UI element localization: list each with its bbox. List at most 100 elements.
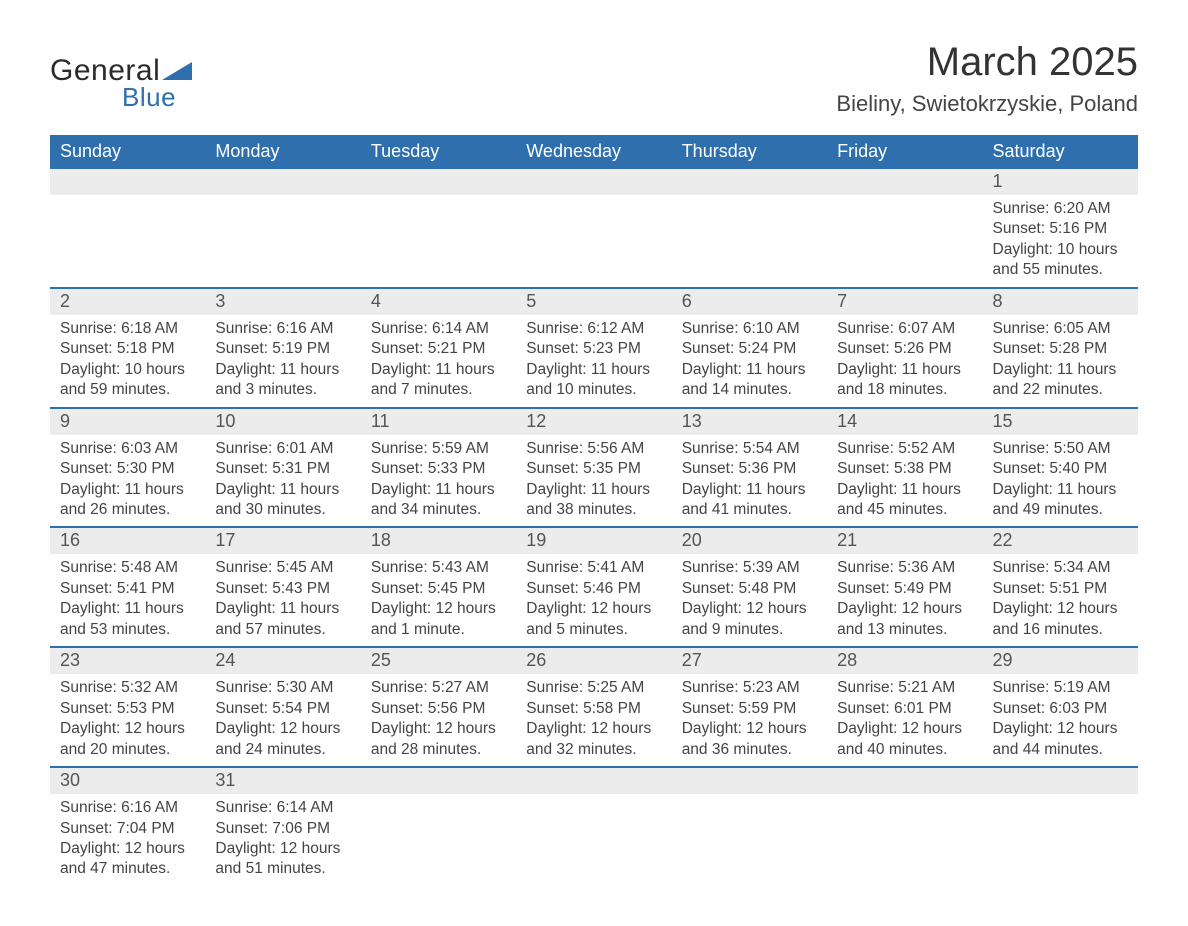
day-detail-line: Daylight: 11 hours: [215, 599, 350, 619]
location: Bieliny, Swietokrzyskie, Poland: [836, 91, 1138, 117]
day-detail-line: Sunset: 5:33 PM: [371, 459, 506, 479]
day-detail-line: and 53 minutes.: [60, 620, 195, 640]
day-detail-line: and 45 minutes.: [837, 500, 972, 520]
day-number: 16: [50, 527, 205, 554]
day-detail-line: Sunrise: 6:07 AM: [837, 319, 972, 339]
day-details: Sunrise: 5:21 AMSunset: 6:01 PMDaylight:…: [827, 674, 982, 767]
day-details: Sunrise: 5:19 AMSunset: 6:03 PMDaylight:…: [983, 674, 1138, 767]
day-detail-line: Sunset: 5:48 PM: [682, 579, 817, 599]
day-detail-line: and 59 minutes.: [60, 380, 195, 400]
empty-cell: [827, 794, 982, 886]
day-detail-line: Sunset: 5:18 PM: [60, 339, 195, 359]
day-detail-line: Sunrise: 5:19 AM: [993, 678, 1128, 698]
day-detail-line: Sunrise: 5:43 AM: [371, 558, 506, 578]
day-number: 1: [983, 169, 1138, 195]
empty-cell: [516, 195, 671, 288]
day-detail-line: Sunrise: 5:45 AM: [215, 558, 350, 578]
day-detail-line: Sunrise: 5:21 AM: [837, 678, 972, 698]
day-number: 6: [672, 288, 827, 315]
day-detail-line: Sunset: 5:51 PM: [993, 579, 1128, 599]
logo-text-blue: Blue: [122, 82, 192, 113]
empty-cell: [827, 169, 982, 195]
day-number: 9: [50, 408, 205, 435]
day-details: Sunrise: 6:14 AMSunset: 7:06 PMDaylight:…: [205, 794, 360, 886]
page-header: General Blue March 2025 Bieliny, Swietok…: [50, 40, 1138, 117]
day-detail-line: Daylight: 11 hours: [371, 480, 506, 500]
day-detail-line: and 36 minutes.: [682, 740, 817, 760]
day-header: Friday: [827, 135, 982, 169]
day-detail-line: Daylight: 11 hours: [837, 480, 972, 500]
day-detail-line: Sunrise: 5:48 AM: [60, 558, 195, 578]
empty-cell: [361, 767, 516, 794]
day-number: 28: [827, 647, 982, 674]
day-detail-line: and 55 minutes.: [993, 260, 1128, 280]
week-detail-row: Sunrise: 6:03 AMSunset: 5:30 PMDaylight:…: [50, 435, 1138, 528]
empty-cell: [205, 195, 360, 288]
week-detail-row: Sunrise: 6:18 AMSunset: 5:18 PM Daylight:…: [50, 315, 1138, 408]
day-detail-line: Sunrise: 5:50 AM: [993, 439, 1128, 459]
day-number: 15: [983, 408, 1138, 435]
week-detail-row: Sunrise: 6:16 AMSunset: 7:04 PMDaylight:…: [50, 794, 1138, 886]
day-detail-line: and 32 minutes.: [526, 740, 661, 760]
day-number: 22: [983, 527, 1138, 554]
day-detail-line: Sunset: 5:26 PM: [837, 339, 972, 359]
day-header: Thursday: [672, 135, 827, 169]
day-number: 5: [516, 288, 671, 315]
day-details: Sunrise: 6:14 AMSunset: 5:21 PMDaylight:…: [361, 315, 516, 408]
week-detail-row: Sunrise: 6:20 AMSunset: 5:16 PMDaylight:…: [50, 195, 1138, 288]
day-details: Sunrise: 6:20 AMSunset: 5:16 PMDaylight:…: [983, 195, 1138, 288]
day-detail-line: Sunrise: 5:34 AM: [993, 558, 1128, 578]
empty-cell: [50, 169, 205, 195]
day-detail-line: Daylight: 12 hours: [993, 599, 1128, 619]
day-detail-line: Sunset: 5:36 PM: [682, 459, 817, 479]
day-details: Sunrise: 6:03 AMSunset: 5:30 PMDaylight:…: [50, 435, 205, 528]
day-detail-line: Daylight: 11 hours: [371, 360, 506, 380]
empty-cell: [361, 169, 516, 195]
day-detail-line: Sunset: 5:41 PM: [60, 579, 195, 599]
day-detail-line: Sunset: 5:54 PM: [215, 699, 350, 719]
day-detail-line: and 16 minutes.: [993, 620, 1128, 640]
week-number-row: 1: [50, 169, 1138, 195]
day-number: 17: [205, 527, 360, 554]
empty-cell: [50, 195, 205, 288]
empty-cell: [672, 794, 827, 886]
day-detail-line: Sunrise: 6:18 AM: [60, 319, 195, 339]
day-detail-line: Sunrise: 5:32 AM: [60, 678, 195, 698]
day-detail-line: and 26 minutes.: [60, 500, 195, 520]
day-detail-line: Daylight: 12 hours: [215, 719, 350, 739]
day-detail-line: Sunrise: 5:30 AM: [215, 678, 350, 698]
day-detail-line: Daylight: 11 hours: [526, 480, 661, 500]
day-details: Sunrise: 6:12 AMSunset: 5:23 PMDaylight:…: [516, 315, 671, 408]
day-detail-line: Daylight: 12 hours: [526, 599, 661, 619]
day-detail-line: Daylight: 12 hours: [993, 719, 1128, 739]
day-number: 7: [827, 288, 982, 315]
day-number: 14: [827, 408, 982, 435]
day-detail-line: Sunset: 5:53 PM: [60, 699, 195, 719]
day-detail-line: Sunset: 5:21 PM: [371, 339, 506, 359]
day-detail-line: Daylight: 11 hours: [993, 360, 1128, 380]
empty-cell: [361, 195, 516, 288]
day-detail-line: Daylight: 12 hours: [371, 719, 506, 739]
day-detail-line: Sunset: 7:06 PM: [215, 819, 350, 839]
day-detail-line: and 38 minutes.: [526, 500, 661, 520]
day-number: 31: [205, 767, 360, 794]
logo: General Blue: [50, 54, 192, 113]
week-detail-row: Sunrise: 5:32 AMSunset: 5:53 PM Daylight:…: [50, 674, 1138, 767]
day-number: 13: [672, 408, 827, 435]
day-detail-line: Sunrise: 5:41 AM: [526, 558, 661, 578]
day-detail-line: Daylight: 12 hours: [837, 599, 972, 619]
day-detail-line: and 18 minutes.: [837, 380, 972, 400]
day-detail-line: Sunrise: 5:56 AM: [526, 439, 661, 459]
day-detail-line: Sunset: 5:46 PM: [526, 579, 661, 599]
empty-cell: [983, 767, 1138, 794]
day-detail-line: and 10 minutes.: [526, 380, 661, 400]
day-detail-line: Sunrise: 5:23 AM: [682, 678, 817, 698]
day-detail-line: and 34 minutes.: [371, 500, 506, 520]
empty-cell: [672, 767, 827, 794]
day-detail-line: Daylight: 12 hours: [526, 719, 661, 739]
day-header: Sunday: [50, 135, 205, 169]
day-number: 30: [50, 767, 205, 794]
day-detail-line: Daylight: 12 hours: [682, 599, 817, 619]
day-detail-line: Daylight: 11 hours: [682, 360, 817, 380]
week-number-row: 16171819202122: [50, 527, 1138, 554]
